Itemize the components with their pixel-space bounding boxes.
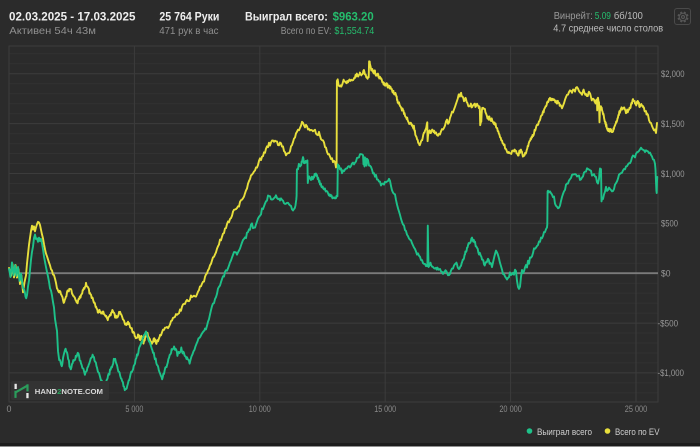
svg-text:$500: $500	[661, 219, 678, 229]
svg-text:471 рук в час: 471 рук в час	[159, 26, 218, 37]
svg-text:Активен 54ч 43м: Активен 54ч 43м	[9, 26, 96, 37]
svg-text:02.03.2025 - 17.03.2025: 02.03.2025 - 17.03.2025	[9, 9, 136, 23]
svg-text:25 000: 25 000	[625, 404, 648, 414]
svg-text:Выиграл всего: Выиграл всего	[537, 427, 592, 437]
svg-text:Всего по EV:: Всего по EV:	[281, 26, 332, 37]
svg-text:25 764 Руки: 25 764 Руки	[159, 9, 219, 23]
svg-text:15 000: 15 000	[374, 404, 396, 414]
svg-text:Выиграл всего:: Выиграл всего:	[245, 9, 328, 23]
svg-text:0: 0	[7, 404, 12, 414]
svg-text:4.7 среднее число столов: 4.7 среднее число столов	[553, 24, 663, 35]
svg-text:10 000: 10 000	[249, 404, 271, 414]
svg-text:$1,554.74: $1,554.74	[334, 26, 374, 37]
svg-text:-$500: -$500	[658, 318, 679, 328]
svg-text:-$1,000: -$1,000	[658, 368, 684, 378]
svg-text:$1,000: $1,000	[661, 169, 685, 179]
svg-text:$963.20: $963.20	[333, 9, 374, 23]
svg-text:5.09: 5.09	[595, 11, 611, 22]
svg-text:HAND2NOTE.COM: HAND2NOTE.COM	[35, 387, 103, 396]
svg-text:20 000: 20 000	[499, 404, 522, 414]
svg-text:5 000: 5 000	[125, 404, 143, 414]
svg-text:Всего по EV: Всего по EV	[615, 427, 660, 437]
svg-text:Винрейт:: Винрейт:	[554, 11, 593, 22]
svg-text:$2,000: $2,000	[661, 69, 685, 79]
svg-text:$1,500: $1,500	[661, 119, 685, 129]
svg-text:бб/100: бб/100	[614, 10, 643, 22]
svg-text:$0: $0	[661, 269, 671, 279]
